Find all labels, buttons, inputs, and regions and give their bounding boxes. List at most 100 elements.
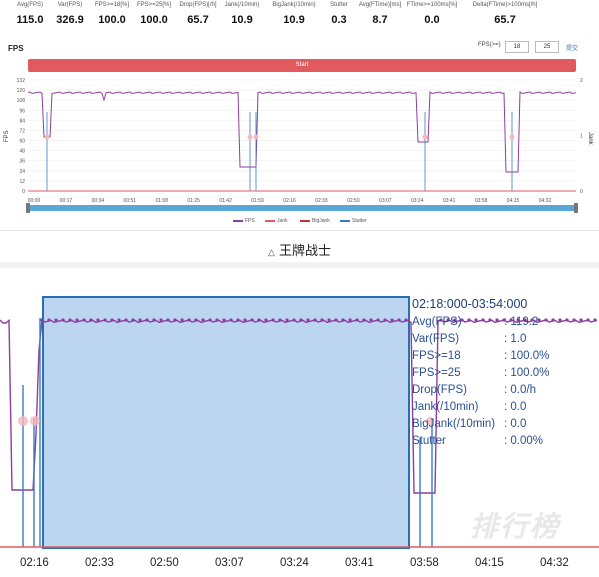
tooltip-key: FPS>=25 <box>412 367 461 379</box>
stat-drop: Drop(FPS)[/h] 65.7 <box>168 2 228 26</box>
stat-var-fps: Var(FPS) 326.9 <box>40 2 100 26</box>
x-tick-label: 02:16 <box>20 557 49 569</box>
x-tick-label: 03:58 <box>475 198 488 204</box>
x-tick-label: 00:00 <box>28 198 41 204</box>
tooltip-key: FPS>=18 <box>412 350 461 362</box>
chart-title: FPS <box>8 44 24 53</box>
tooltip-row: Var(FPS): 1.0 <box>412 333 526 345</box>
fps-point <box>530 318 534 322</box>
legend-bigjank[interactable]: BigJank <box>300 218 330 224</box>
fps-point <box>47 318 51 322</box>
fps-point <box>488 318 492 322</box>
stat-label: Var(FPS) <box>57 2 83 8</box>
y-tick-label: 0 <box>22 189 25 195</box>
stat-value: 0.3 <box>331 14 347 26</box>
fps-point <box>68 318 72 322</box>
stat-value: 326.9 <box>56 14 84 26</box>
fps-threshold-input-1[interactable]: 18 <box>505 41 529 53</box>
fps-point <box>327 318 331 322</box>
fps-point <box>173 318 177 322</box>
x-tick-label: 02:50 <box>150 557 179 569</box>
y2-tick-label: 2 <box>580 78 583 84</box>
fps-point <box>502 318 506 322</box>
fps-point <box>474 318 478 322</box>
chart-legend: FPS Jank BigJank Stutter <box>0 216 599 228</box>
legend-stutter[interactable]: Stutter <box>340 218 367 224</box>
fps-point <box>495 318 499 322</box>
stat-label: Jank(/10min) <box>224 2 260 8</box>
x-tick-label: 04:15 <box>507 198 520 204</box>
y-tick-label: 72 <box>19 128 25 134</box>
x-tick-label: 02:33 <box>315 198 328 204</box>
fps-point <box>96 318 100 322</box>
x-tick-label: 00:34 <box>92 198 105 204</box>
stat-label: Avg(FTime)[ms] <box>358 2 402 8</box>
fps-point <box>586 318 590 322</box>
y-tick-label: 132 <box>17 78 26 84</box>
legend-jank[interactable]: Jank <box>265 218 288 224</box>
fps-point <box>481 318 485 322</box>
stat-value: 100.0 <box>140 14 168 26</box>
y-tick-label: 120 <box>17 88 26 94</box>
fps-point <box>264 318 268 322</box>
divider <box>0 230 599 231</box>
submit-button[interactable]: 提交 <box>566 46 579 52</box>
stat-label: FPS>=25[%] <box>136 2 172 8</box>
fps-point <box>201 318 205 322</box>
triangle-icon: △ <box>268 247 275 257</box>
fps-point <box>180 318 184 322</box>
tooltip-key: Avg(FPS) <box>412 316 462 328</box>
fps-point <box>117 318 121 322</box>
tooltip-title: 02:18:000-03:54:000 <box>412 297 528 311</box>
x-tick-label: 00:17 <box>60 198 73 204</box>
y-tick-label: 96 <box>19 108 25 114</box>
legend-label: BigJank <box>312 218 330 224</box>
fps-point <box>306 318 310 322</box>
jank-dot <box>44 134 50 140</box>
stat-jank: Jank(/10min) 10.9 <box>212 2 272 26</box>
fps-point <box>467 318 471 322</box>
fps-point <box>124 318 128 322</box>
tooltip-row: Drop(FPS) : 0.0/h <box>412 384 536 396</box>
fps-point <box>537 318 541 322</box>
fps-point <box>446 318 450 322</box>
stat-label: FTime>=100ms[%] <box>406 2 458 8</box>
range-handle-left[interactable] <box>26 203 30 213</box>
x-tick-label: 03:24 <box>280 557 309 569</box>
fps-point <box>131 318 135 322</box>
chart1-x-ticks: 00:00 00:17 00:34 00:51 01:08 01:25 01:42 01:59… <box>28 198 552 204</box>
fps-threshold-input-2[interactable]: 25 <box>535 41 559 53</box>
legend-fps[interactable]: FPS <box>233 218 255 224</box>
fps-point <box>257 318 261 322</box>
selection-range[interactable] <box>42 296 410 549</box>
start-bar[interactable]: Start <box>28 59 576 72</box>
tooltip-key: BigJank(/10min) <box>412 418 496 430</box>
jank-marker <box>30 416 40 426</box>
tooltip-value: : 0.0/h <box>504 384 536 396</box>
fps-point <box>40 318 44 322</box>
range-scrollbar[interactable] <box>28 205 576 211</box>
fps-point <box>516 318 520 322</box>
fps-point <box>236 318 240 322</box>
fps-point <box>320 318 324 322</box>
fps-point <box>215 318 219 322</box>
stat-value: 8.7 <box>372 14 388 26</box>
fps-series-line-zoomed <box>0 318 598 494</box>
y2-tick-label: 1 <box>580 134 583 140</box>
fps-point <box>348 318 352 322</box>
stat-delta-ftime: Delta(FTime)>100ms[/h] 65.7 <box>467 2 543 26</box>
stat-label: BigJank(/10min) <box>272 2 316 8</box>
x-tick-label: 04:15 <box>475 557 504 569</box>
tooltip-key: Drop(FPS) <box>412 384 467 396</box>
range-handle-right[interactable] <box>574 203 578 213</box>
fps-point <box>404 318 408 322</box>
fps-series-line <box>27 91 577 173</box>
stat-label: Delta(FTime)>100ms[/h] <box>472 2 538 8</box>
fps-point <box>369 318 373 322</box>
stat-ftime100: FTime>=100ms[%] 0.0 <box>402 2 462 26</box>
y-tick-label: 108 <box>17 98 26 104</box>
y-tick-label: 24 <box>19 169 25 175</box>
fps-point <box>565 318 569 322</box>
stat-value: 10.9 <box>231 14 253 26</box>
